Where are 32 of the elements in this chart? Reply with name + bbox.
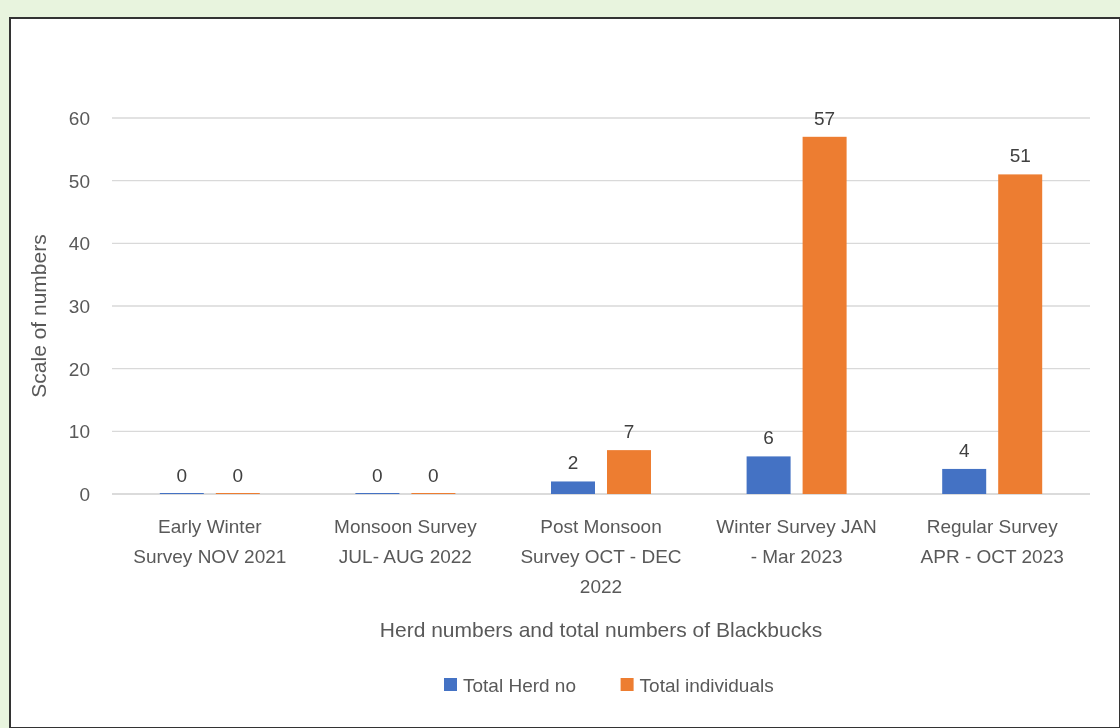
data-label: 7 — [623, 421, 635, 443]
bar — [607, 450, 651, 494]
x-tick-label: Winter Survey JAN - Mar 2023 — [716, 516, 877, 567]
y-axis-title: Scale of numbers — [27, 234, 50, 398]
y-tick-label: 10 — [68, 421, 90, 443]
y-tick-label: 40 — [68, 233, 90, 255]
data-label: 0 — [176, 465, 188, 486]
x-tick-label: Post Monsoon Survey OCT - DEC 2022 — [520, 516, 682, 597]
data-label: 0 — [372, 465, 383, 486]
x-tick-label: Early Winter Survey NOV 2021 — [133, 516, 287, 567]
y-tick-label: 30 — [68, 296, 90, 317]
legend-label: Total individuals — [639, 675, 774, 696]
data-label: 57 — [814, 107, 836, 129]
data-label: 2 — [567, 452, 579, 474]
data-label: 51 — [1009, 145, 1031, 167]
data-label: 0 — [232, 465, 244, 486]
data-label: 4 — [958, 439, 970, 461]
legend-label: Total Herd no — [463, 675, 577, 696]
bar — [942, 468, 987, 494]
x-axis-title: Herd numbers and total numbers of Blackbucks — [379, 618, 823, 641]
y-tick-label: 50 — [68, 170, 90, 192]
x-tick-label: Regular Survey APR - OCT 2023 — [920, 516, 1064, 567]
bar — [551, 481, 595, 494]
y-tick-label: 60 — [68, 108, 90, 129]
x-tick-label: Monsoon Survey JUL- AUG 2022 — [334, 516, 478, 567]
data-label: 6 — [763, 427, 774, 449]
bar — [998, 174, 1043, 494]
bar — [746, 456, 791, 494]
bar — [802, 136, 847, 494]
data-label: 0 — [428, 465, 439, 486]
y-tick-label: 0 — [79, 484, 90, 505]
y-tick-label: 20 — [68, 358, 90, 380]
